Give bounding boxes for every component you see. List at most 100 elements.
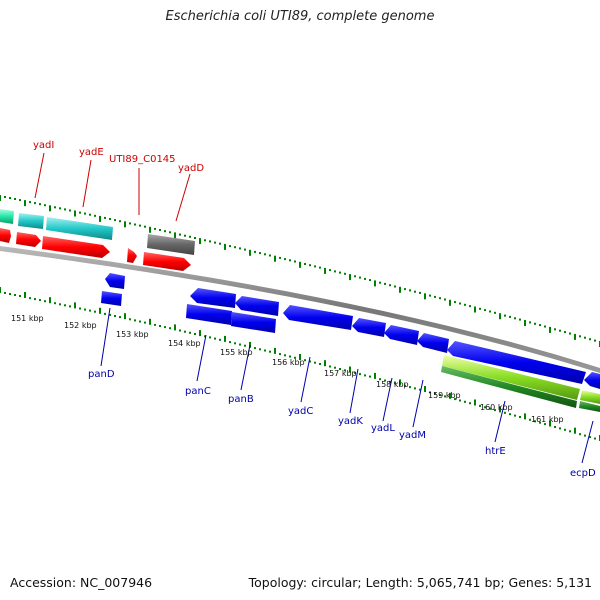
ruler-minor-tick [444, 395, 446, 398]
feature-lime [442, 355, 580, 400]
ruler-major-tick [349, 366, 351, 373]
gene-label-panB: panB [228, 394, 254, 405]
ruler-minor-tick [584, 336, 586, 339]
ruler-major-tick [299, 354, 301, 360]
ruler-minor-tick [504, 411, 506, 414]
ruler-minor-tick [329, 269, 331, 272]
ruler-minor-tick [94, 214, 96, 217]
ruler-minor-tick [119, 316, 121, 319]
ruler-minor-tick [479, 404, 481, 407]
ruler-minor-tick [189, 235, 191, 238]
ruler-minor-tick [14, 198, 16, 200]
leader-yadM [412, 379, 424, 428]
ruler-minor-tick [464, 400, 466, 403]
ruler-minor-tick [269, 350, 271, 353]
leader-yadE [82, 159, 92, 208]
leader-yadK [349, 368, 359, 414]
ruler-major-tick [99, 307, 101, 314]
ruler-major-tick [224, 243, 226, 250]
feature-red-3 [42, 236, 110, 258]
feature-gray [147, 234, 195, 255]
ruler-minor-tick [69, 209, 71, 212]
ruler-minor-tick [219, 242, 221, 245]
feature-teal-2 [46, 217, 113, 240]
ruler-minor-tick [439, 394, 441, 397]
ruler-major-tick [74, 210, 76, 217]
ruler-minor-tick [579, 335, 581, 338]
ruler-minor-tick [589, 338, 591, 341]
ruler-minor-tick [384, 282, 386, 285]
tick-label-161: 161 kbp [531, 415, 564, 424]
ruler-minor-tick [409, 386, 411, 389]
ruler-minor-tick [554, 328, 556, 331]
leader-yadC [300, 356, 311, 403]
tick-label-152: 152 kbp [64, 321, 97, 330]
ruler-minor-tick [214, 241, 216, 244]
ruler-minor-tick [209, 336, 211, 339]
ruler-major-tick [474, 399, 476, 406]
accession-label: Accession: NC_007946 [10, 575, 153, 590]
ruler-minor-tick [64, 304, 66, 307]
ruler-major-tick [49, 297, 51, 304]
ruler-minor-tick [9, 197, 11, 199]
inner-ruler [0, 287, 600, 441]
gene-label-yadI: yadI [33, 140, 54, 151]
ruler-minor-tick [154, 323, 156, 326]
leader-ecpD [581, 420, 594, 464]
ruler-major-tick [49, 205, 51, 212]
ruler-minor-tick [19, 199, 21, 202]
tick-label-158: 158 kbp [376, 380, 409, 389]
ruler-minor-tick [234, 246, 236, 249]
feature-blue-10 [417, 333, 449, 353]
ruler-minor-tick [489, 310, 491, 313]
ruler-minor-tick [4, 292, 6, 294]
gene-label-yadM: yadM [399, 430, 426, 441]
ruler-minor-tick [244, 344, 246, 347]
feature-blue-2 [101, 291, 122, 306]
ruler-minor-tick [19, 295, 21, 297]
ruler-major-tick [124, 221, 126, 228]
ruler-major-tick [174, 232, 176, 239]
ruler-minor-tick [29, 201, 31, 204]
ruler-minor-tick [194, 333, 196, 335]
ruler-minor-tick [519, 318, 521, 321]
ruler-minor-tick [144, 225, 146, 228]
ruler-minor-tick [284, 354, 286, 357]
feature-darkgreen [441, 366, 577, 408]
ruler-minor-tick [319, 266, 321, 269]
ruler-minor-tick [564, 428, 566, 431]
ruler-minor-tick [109, 313, 111, 316]
ruler-minor-tick [259, 252, 261, 255]
feature-blue-12 [584, 372, 600, 389]
feature-blue-3 [190, 288, 236, 308]
ruler-minor-tick [444, 298, 446, 301]
ruler-major-tick [574, 333, 576, 340]
ruler-major-tick [374, 372, 376, 379]
ruler-minor-tick [369, 375, 371, 378]
ruler-minor-tick [489, 407, 491, 410]
ruler-minor-tick [314, 361, 316, 364]
ruler-major-tick [149, 318, 151, 325]
ruler-major-tick [424, 293, 426, 300]
ruler-minor-tick [64, 208, 66, 211]
feature-blue-4 [235, 296, 279, 316]
ruler-minor-tick [539, 324, 541, 327]
ruler-major-tick [524, 413, 526, 420]
ruler-minor-tick [289, 259, 291, 262]
ruler-major-tick [24, 292, 26, 298]
ruler-major-tick [199, 330, 201, 337]
ruler-minor-tick [94, 310, 96, 313]
forward-leaders [34, 152, 191, 222]
feature-blue-11 [447, 341, 586, 384]
ruler-minor-tick [364, 374, 366, 377]
ruler-minor-tick [434, 295, 436, 298]
ruler-minor-tick [359, 276, 361, 279]
feature-aqua [0, 209, 14, 224]
ruler-major-tick [499, 313, 501, 320]
feature-blue-1 [105, 273, 125, 289]
ruler-minor-tick [34, 298, 36, 301]
ruler-minor-tick [214, 337, 216, 340]
ruler-major-tick [449, 392, 451, 399]
ruler-minor-tick [529, 418, 531, 421]
ruler-minor-tick [134, 319, 136, 322]
